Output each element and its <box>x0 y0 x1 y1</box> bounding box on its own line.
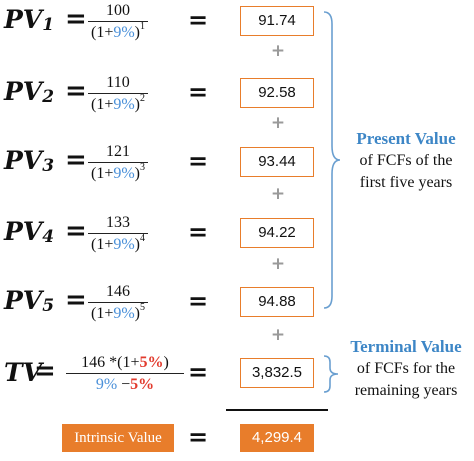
pv-value-box: 91.74 <box>240 6 314 36</box>
pv-row-1: PV1 = 100 (1+9%)1 = 91.74 <box>0 2 474 42</box>
equals-sign: = <box>188 218 209 246</box>
terminal-value-title: Terminal Value <box>350 337 462 356</box>
fraction-denominator: (1+9%)1 <box>90 21 145 42</box>
pv-value-box: 92.58 <box>240 78 314 108</box>
equals-sign: = <box>188 358 209 386</box>
plus-sign: + <box>270 113 286 133</box>
terminal-value-label: Terminal Value of FCFs for the remaining… <box>338 336 474 402</box>
pv-symbol: PV3 <box>4 146 55 176</box>
discount-rate: 9% <box>113 236 135 253</box>
growth-rate: 5% <box>130 376 155 393</box>
fraction-numerator: 110 <box>106 74 130 91</box>
fraction-denominator: (1+9%)5 <box>90 302 145 323</box>
pv-fraction: 100 (1+9%)1 <box>88 2 148 42</box>
pv-row-3: PV3 = 121 (1+9%)3 = 93.44 <box>0 143 474 183</box>
terminal-value-brace <box>323 355 339 393</box>
tv-row: TV = 146 *(1+5%) 9% −5% = 3,832.5 <box>0 354 474 394</box>
plus-sign: + <box>270 184 286 204</box>
fraction-bar <box>88 162 148 163</box>
equals-sign: = <box>188 78 209 106</box>
discount-rate: 9% <box>113 305 135 322</box>
pv-symbol: PV4 <box>4 217 55 247</box>
fraction-numerator: 121 <box>106 143 130 160</box>
discount-rate: 9% <box>113 96 135 113</box>
pv-fraction: 146 (1+9%)5 <box>88 283 148 323</box>
equals-sign: = <box>188 6 209 34</box>
tv-symbol: TV <box>4 358 43 387</box>
equals-sign: = <box>188 147 209 175</box>
present-value-line2: first five years <box>359 174 453 191</box>
pv-symbol: PV5 <box>4 286 55 316</box>
fraction-bar <box>88 93 148 94</box>
present-value-title: Present Value <box>356 129 456 148</box>
fraction-denominator: (1+9%)4 <box>90 233 145 254</box>
fraction-numerator: 146 <box>106 283 130 300</box>
fraction-bar <box>88 302 148 303</box>
pv-fraction: 121 (1+9%)3 <box>88 143 148 183</box>
pv-value-box: 94.88 <box>240 287 314 317</box>
plus-sign: + <box>270 41 286 61</box>
pv-fraction: 133 (1+9%)4 <box>88 214 148 254</box>
discount-rate: 9% <box>113 165 135 182</box>
plus-sign: + <box>270 254 286 274</box>
growth-rate: 5% <box>139 354 164 371</box>
intrinsic-value-result: 4,299.4 <box>240 424 314 452</box>
pv-row-5: PV5 = 146 (1+9%)5 = 94.88 <box>0 283 474 323</box>
tv-numerator: 146 *(1+5%) <box>81 354 169 371</box>
equals-sign: = <box>65 285 87 315</box>
terminal-value-line1: of FCFs for the <box>356 360 456 377</box>
sum-line <box>226 409 328 411</box>
tv-fraction: 146 *(1+5%) 9% −5% <box>66 354 184 394</box>
fraction-numerator: 133 <box>106 214 130 231</box>
equals-sign: = <box>34 356 56 386</box>
equals-sign: = <box>65 145 87 175</box>
fraction-bar <box>88 21 148 22</box>
fraction-bar <box>66 373 184 374</box>
fraction-numerator: 100 <box>106 2 130 19</box>
pv-fraction: 110 (1+9%)2 <box>88 74 148 114</box>
pv-value-box: 94.22 <box>240 218 314 248</box>
pv-row-2: PV2 = 110 (1+9%)2 = 92.58 <box>0 74 474 114</box>
fraction-denominator: (1+9%)2 <box>90 93 145 114</box>
plus-sign: + <box>270 325 286 345</box>
equals-sign: = <box>188 287 209 315</box>
fraction-bar <box>88 233 148 234</box>
pv-value-box: 93.44 <box>240 147 314 177</box>
present-value-line1: of FCFs of the <box>359 152 453 169</box>
pv-row-4: PV4 = 133 (1+9%)4 = 94.22 <box>0 214 474 254</box>
tv-value-box: 3,832.5 <box>240 358 314 388</box>
equals-sign: = <box>65 76 87 106</box>
present-value-label: Present Value of FCFs of the first five … <box>338 128 474 194</box>
equals-sign: = <box>188 423 209 451</box>
tv-denominator: 9% −5% <box>95 376 155 393</box>
intrinsic-value-label: Intrinsic Value <box>62 424 174 452</box>
equals-sign: = <box>65 216 87 246</box>
pv-symbol: PV1 <box>4 5 55 35</box>
discount-rate: 9% <box>113 24 135 41</box>
present-value-brace <box>323 11 341 309</box>
discount-rate: 9% <box>95 376 118 393</box>
equals-sign: = <box>65 4 87 34</box>
pv-symbol: PV2 <box>4 77 55 107</box>
fraction-denominator: (1+9%)3 <box>90 162 145 183</box>
terminal-value-line2: remaining years <box>354 382 458 399</box>
